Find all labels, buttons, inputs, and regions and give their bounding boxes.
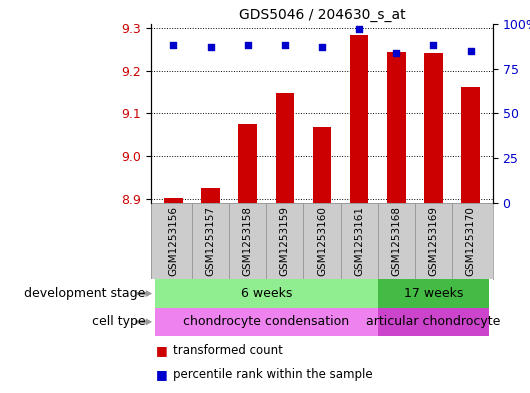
Point xyxy=(169,42,178,49)
Text: cell type: cell type xyxy=(92,315,146,329)
Point xyxy=(243,42,252,49)
Point xyxy=(355,26,364,33)
Text: GSM1253157: GSM1253157 xyxy=(206,206,216,276)
Text: ■: ■ xyxy=(156,368,168,381)
Bar xyxy=(378,279,489,308)
Bar xyxy=(424,53,443,203)
Bar xyxy=(201,188,220,203)
Text: 6 weeks: 6 weeks xyxy=(241,287,292,300)
Text: GSM1253168: GSM1253168 xyxy=(391,206,401,276)
Text: chondrocyte condensation: chondrocyte condensation xyxy=(183,315,349,329)
Text: ■: ■ xyxy=(156,344,168,357)
Text: transformed count: transformed count xyxy=(173,344,283,357)
Text: 17 weeks: 17 weeks xyxy=(404,287,463,300)
Bar xyxy=(155,308,378,336)
Bar xyxy=(313,127,331,203)
Text: GSM1253160: GSM1253160 xyxy=(317,206,327,276)
Text: articular chondrocyte: articular chondrocyte xyxy=(366,315,501,329)
Bar xyxy=(276,93,294,203)
Text: development stage: development stage xyxy=(24,287,146,300)
Point xyxy=(206,44,215,50)
Point xyxy=(318,44,326,50)
Point xyxy=(429,42,438,49)
Bar xyxy=(238,124,257,203)
Bar xyxy=(164,198,183,203)
Point xyxy=(392,50,401,56)
Text: GSM1253159: GSM1253159 xyxy=(280,206,290,276)
Point xyxy=(280,42,289,49)
Point xyxy=(466,48,475,54)
Bar xyxy=(350,35,368,203)
Text: GSM1253161: GSM1253161 xyxy=(354,206,364,276)
Text: GSM1253156: GSM1253156 xyxy=(169,206,178,276)
Text: GSM1253158: GSM1253158 xyxy=(243,206,253,276)
Text: GSM1253169: GSM1253169 xyxy=(428,206,438,276)
Bar xyxy=(387,51,405,203)
Text: percentile rank within the sample: percentile rank within the sample xyxy=(173,368,373,381)
Bar xyxy=(378,308,489,336)
Text: GSM1253170: GSM1253170 xyxy=(466,206,475,276)
Bar xyxy=(155,279,378,308)
Title: GDS5046 / 204630_s_at: GDS5046 / 204630_s_at xyxy=(238,7,405,22)
Bar xyxy=(461,86,480,203)
